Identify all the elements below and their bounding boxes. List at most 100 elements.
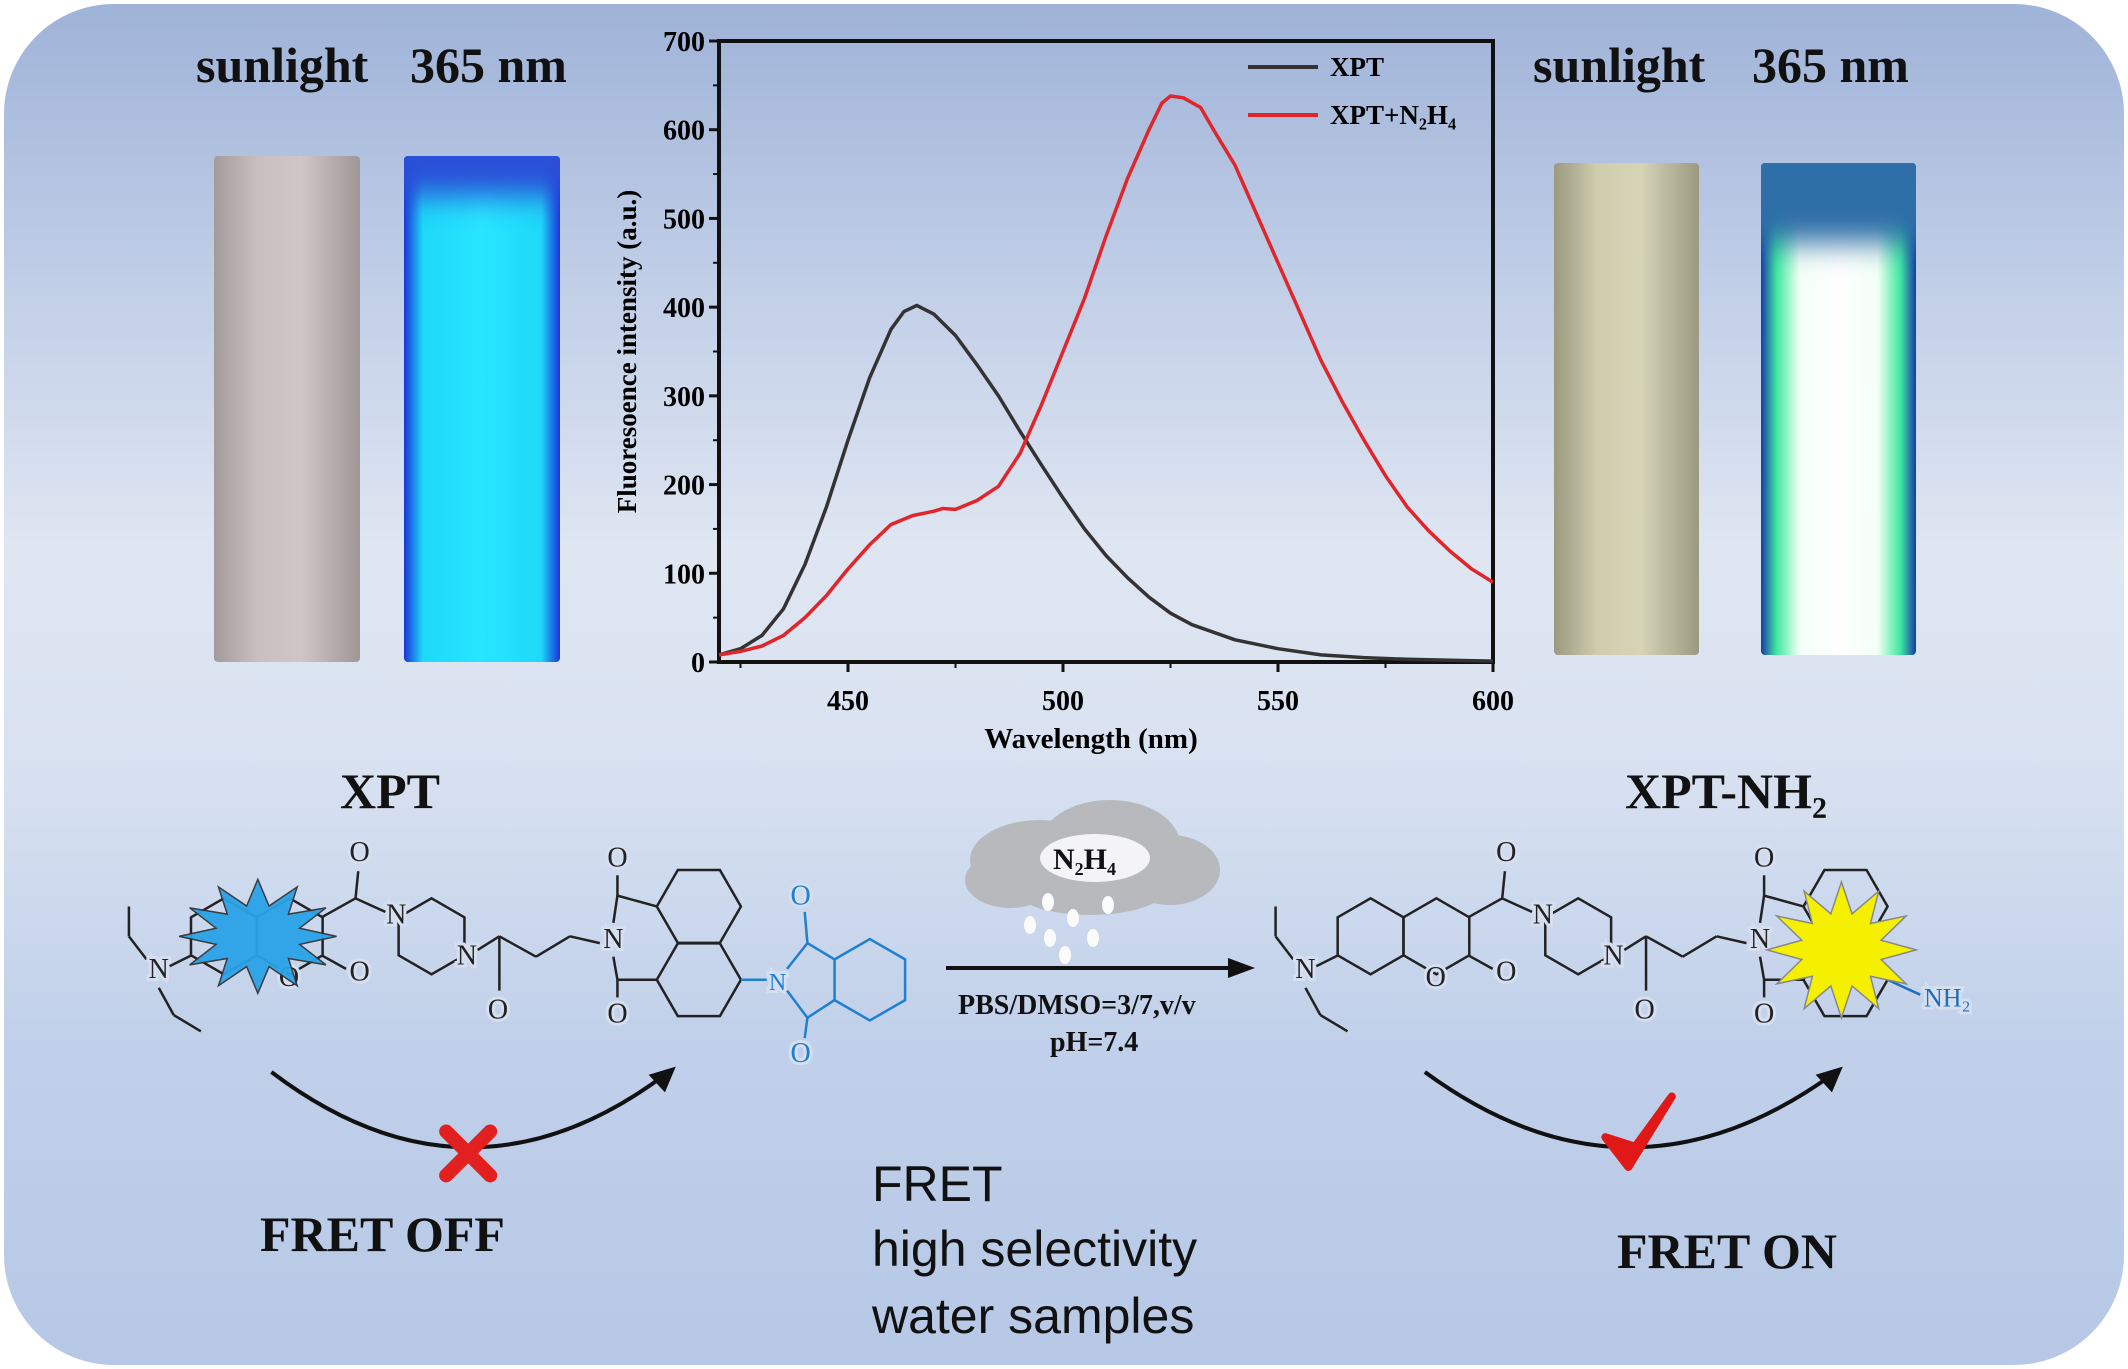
- curved-arrow-left: [270, 1070, 667, 1150]
- left-uv-label: 365 nm: [410, 37, 567, 93]
- bond: [1887, 978, 1921, 996]
- feature-fret: FRET: [872, 1156, 1003, 1212]
- raindrop: [1102, 896, 1114, 914]
- bond: [169, 954, 192, 968]
- bond: [1623, 935, 1647, 951]
- y-axis-label: Fluoresoence intensity (a.u.): [612, 190, 642, 513]
- atom-o-lactone: O: [349, 957, 369, 988]
- conditions-solvent: PBS/DMSO=3/7,v/v: [958, 990, 1196, 1021]
- y-tick-label: 100: [663, 559, 705, 590]
- bond: [803, 911, 809, 944]
- bond: [1467, 897, 1503, 919]
- atom-o-amide: O: [488, 995, 508, 1026]
- atom-o-imide: O: [1754, 999, 1774, 1030]
- raindrop: [1044, 929, 1056, 947]
- x-tick-label: 550: [1257, 686, 1299, 717]
- bond: [786, 989, 809, 1019]
- x-axis-label: Wavelength (nm): [984, 723, 1197, 755]
- raindrop: [1024, 916, 1036, 934]
- atom-n-piperazine: N: [457, 940, 477, 971]
- naphthalene-ring: [655, 868, 743, 945]
- cuvette-xpt-nh2-uv: [1761, 163, 1916, 655]
- bond: [477, 935, 501, 951]
- legend-label: XPT: [1330, 52, 1384, 82]
- bond: [1758, 895, 1766, 923]
- atom-o-phthalimide: O: [791, 881, 811, 912]
- atom-n-imide: N: [1750, 924, 1770, 955]
- bond: [1682, 935, 1718, 958]
- reagent-label: N₂H₄: [1053, 843, 1116, 876]
- fret-off-label: FRET OFF: [260, 1206, 505, 1262]
- bond: [355, 897, 386, 914]
- y-tick-label: 300: [663, 382, 705, 413]
- atom-n-imide: N: [603, 924, 623, 955]
- atom-o-imide: O: [1754, 843, 1774, 874]
- right-uv-label: 365 nm: [1752, 37, 1909, 93]
- atom-n-amine: N: [1295, 954, 1315, 985]
- cuvette-xpt-uv: [404, 156, 560, 662]
- bond: [569, 935, 601, 945]
- x-tick-label: 500: [1042, 686, 1084, 717]
- xpt-title: XPT: [340, 763, 440, 819]
- raindrop: [1042, 893, 1054, 911]
- atom-o-imide: O: [607, 999, 627, 1030]
- xpt-structure: NOOONNONOONOO: [127, 834, 907, 1072]
- bond: [806, 942, 836, 961]
- feature-water-samples: water samples: [872, 1288, 1195, 1344]
- atom-o-ring: O: [1426, 962, 1446, 993]
- bond: [320, 897, 357, 919]
- arrowhead-icon: [1815, 1066, 1843, 1093]
- y-tick-label: 700: [663, 27, 705, 58]
- bond: [157, 987, 175, 1016]
- bond: [535, 935, 571, 958]
- atom-o-amide: O: [1635, 995, 1655, 1026]
- atom-n-piperazine: N: [386, 900, 406, 931]
- legend-label: XPT+N₂H₄: [1330, 100, 1456, 130]
- bond: [786, 942, 809, 970]
- x-tick-label: 600: [1472, 686, 1514, 717]
- curved-arrow-right: [1423, 1070, 1834, 1150]
- bond: [1500, 871, 1507, 899]
- naphthalene-ring: [655, 942, 743, 1018]
- piperazine-ring: [1544, 896, 1613, 976]
- cloud-highlight: [1040, 834, 1150, 882]
- raindrop: [1087, 929, 1099, 947]
- bond: [498, 935, 537, 958]
- bond: [1315, 954, 1339, 968]
- rain-cloud-icon: [965, 800, 1220, 964]
- atom-n-phthalimide: N: [769, 970, 786, 996]
- bond: [354, 871, 360, 899]
- bond: [1304, 987, 1322, 1016]
- xpt-nh2-title: XPT-NH₂: [1625, 763, 1828, 819]
- feature-selectivity: high selectivity: [872, 1221, 1198, 1277]
- bond: [612, 956, 619, 980]
- bond: [1467, 954, 1494, 970]
- atom-o-lactone: O: [1496, 957, 1516, 988]
- piperazine-ring: [397, 896, 466, 976]
- bond: [173, 1013, 202, 1033]
- atom-n-amine: N: [149, 954, 169, 985]
- bond: [806, 999, 836, 1019]
- fret-blocked-x-icon: [439, 1124, 498, 1183]
- bond: [1501, 897, 1533, 914]
- atom-n-piperazine: N: [1603, 940, 1623, 971]
- left-sunlight-label: sunlight: [196, 37, 369, 93]
- series-line-xpt-n2h4: [718, 94, 1494, 657]
- bond: [321, 954, 347, 970]
- bond: [612, 895, 619, 923]
- bond: [1274, 935, 1295, 961]
- bond: [617, 894, 658, 908]
- atom-o-imide: O: [607, 843, 627, 874]
- phthalimide-benzene-ring: [833, 937, 907, 1022]
- fret-success-check-icon: [1601, 1092, 1676, 1172]
- series-line-xpt: [718, 303, 1494, 663]
- atom-n-piperazine: N: [1533, 900, 1553, 931]
- y-tick-label: 400: [663, 293, 705, 324]
- bond: [1758, 956, 1766, 980]
- y-tick-label: 500: [663, 204, 705, 235]
- bond: [1716, 935, 1747, 945]
